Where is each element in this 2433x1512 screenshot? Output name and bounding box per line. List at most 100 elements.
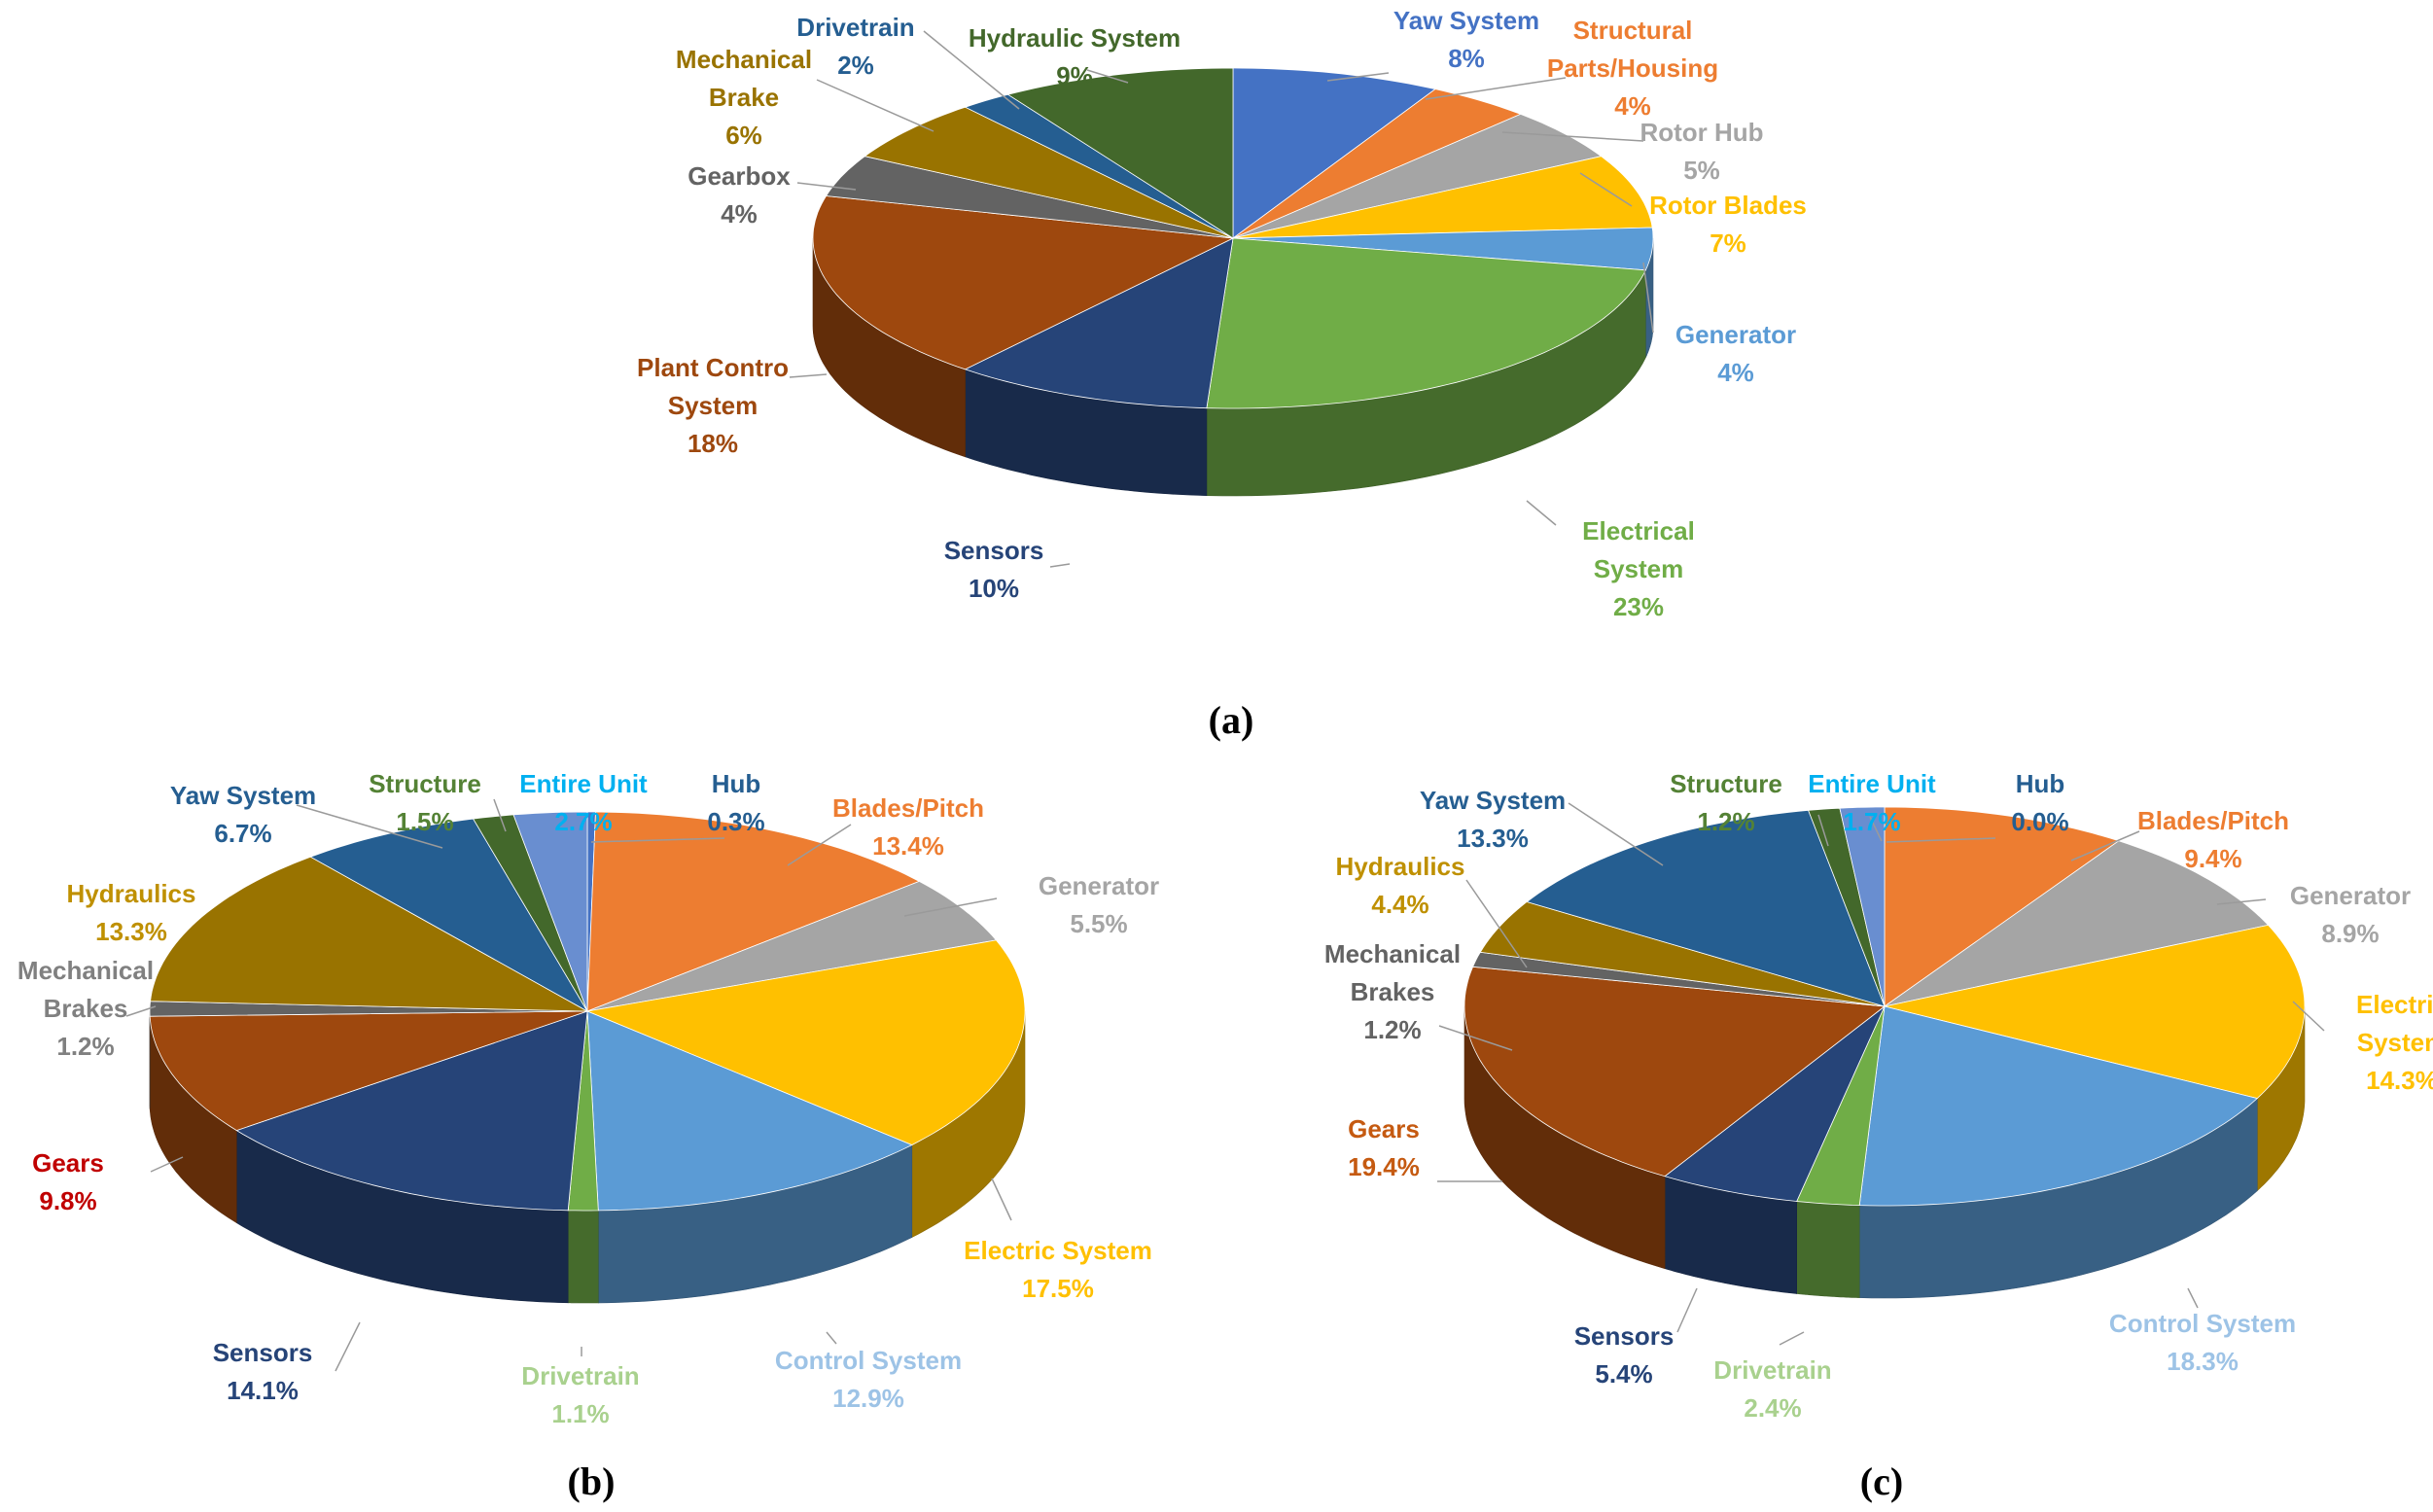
data-label-a-gearbox: Gearbox 4%: [688, 161, 791, 229]
pie-side-walls-b: [149, 1010, 1026, 1304]
slice-c-entire-unit: [1839, 806, 1886, 1007]
slice-a-mechanical-brake: [864, 106, 1234, 239]
leader-line-b-7: [150, 1156, 184, 1173]
data-label-b-structure: Structure 1.5%: [369, 769, 481, 836]
slice-b-yaw-system: [309, 818, 589, 1013]
data-label-c-entire-unit: Entire Unit 1.7%: [1808, 769, 1936, 836]
leader-line-c-4: [2187, 1287, 2199, 1309]
slice-b-blades-pitch: [586, 811, 921, 1012]
data-label-c-yaw-system: Yaw System 13.3%: [1420, 786, 1566, 853]
slice-c-sensors: [1664, 1005, 1886, 1202]
data-label-c-generator: Generator 8.9%: [2290, 881, 2411, 948]
slice-b-electric-system: [585, 939, 1026, 1145]
slice-a-plant-control-system: [812, 195, 1235, 370]
leader-line-c-8: [1438, 1025, 1513, 1051]
data-label-a-rotor-blades: Rotor Blades 7%: [1649, 191, 1807, 258]
caption-b: (b): [568, 1459, 616, 1503]
slice-c-hydraulics: [1479, 901, 1886, 1007]
data-label-b-generator: Generator 5.5%: [1039, 871, 1159, 938]
leader-lines-b: [125, 798, 1012, 1372]
slice-b-entire-unit: [512, 811, 588, 1012]
data-label-a-yaw-system: Yaw System 8%: [1393, 6, 1539, 73]
pie-chart-b: Hub 0.3% Blades/Pitch 13.4% Generator 5.5% Ele…: [18, 769, 1159, 1428]
data-label-b-mechanical-brakes: Mechanical Brakes 1.2%: [18, 956, 154, 1061]
data-label-c-hydraulics: Hydraulics 4.4%: [1336, 852, 1465, 919]
leader-line-a-7: [789, 373, 828, 378]
data-label-c-blades-pitch: Blades/Pitch 9.4%: [2137, 806, 2289, 873]
slice-a-structural-parts-housing: [1232, 88, 1522, 239]
slice-c-generator: [1884, 840, 2270, 1007]
data-label-b-electric-system: Electric System 17.5%: [964, 1236, 1152, 1303]
leader-line-a-5: [1526, 500, 1557, 526]
pie-top-c: [1463, 806, 2306, 1207]
leader-line-c-10: [1568, 802, 1664, 866]
leader-line-a-11: [1086, 69, 1129, 84]
data-label-c-gears: Gears 19.4%: [1348, 1114, 1420, 1181]
slice-a-yaw-system: [1232, 67, 1437, 239]
slice-a-rotor-hub: [1232, 113, 1603, 239]
data-label-c-sensors: Sensors 5.4%: [1574, 1321, 1675, 1389]
data-label-b-hydraulics: Hydraulics 13.3%: [67, 879, 196, 946]
pie-side-walls-c: [1463, 1005, 2306, 1299]
data-label-a-mechanical-brake: Mechanical Brake 6%: [676, 45, 812, 150]
pie-top-a: [812, 67, 1654, 409]
data-label-b-control-system: Control System 12.9%: [775, 1346, 962, 1413]
data-labels-a: Yaw System 8%Structural Parts/Housing 4%Rot…: [637, 6, 1807, 621]
leader-line-a-10: [923, 30, 1020, 110]
leader-line-a-8: [796, 182, 857, 191]
data-label-a-sensors: Sensors 10%: [944, 536, 1044, 603]
leader-line-c-1: [2070, 830, 2140, 861]
data-label-b-blades-pitch: Blades/Pitch 13.4%: [832, 793, 984, 861]
leader-line-c-9: [1465, 879, 1528, 968]
data-label-b-yaw-system: Yaw System 6.7%: [170, 781, 316, 848]
data-labels-b: Hub 0.3% Blades/Pitch 13.4% Generator 5.5% Ele…: [18, 769, 1159, 1428]
slice-c-blades-pitch: [1884, 806, 2120, 1007]
slice-a-rotor-blades: [1232, 156, 1653, 239]
leader-line-a-4: [1642, 262, 1654, 334]
leader-line-c-2: [2216, 898, 2267, 905]
slice-a-hydraulic-system: [1006, 67, 1234, 239]
pie-chart-a: Yaw System 8%Structural Parts/Housing 4%Rot…: [637, 6, 1807, 621]
leader-line-a-1: [1425, 77, 1567, 100]
data-label-a-hydraulic-system: Hydraulic System 9%: [969, 23, 1181, 90]
data-label-b-sensors: Sensors 14.1%: [213, 1338, 313, 1405]
leader-line-b-4: [826, 1331, 837, 1345]
slice-b-sensors: [235, 1010, 588, 1212]
leader-lines-c: [1437, 802, 2325, 1346]
leader-line-b-6: [335, 1321, 361, 1372]
data-label-c-hub: Hub 0.0%: [2011, 769, 2068, 836]
slice-b-control-system: [586, 1010, 913, 1212]
leader-line-b-11: [493, 798, 507, 832]
data-label-a-drivetrain: Drivetrain 2%: [796, 13, 914, 80]
leader-line-c-0: [1886, 837, 1996, 843]
leader-line-c-3: [2292, 1001, 2325, 1032]
slice-c-control-system: [1858, 1005, 2259, 1207]
data-label-b-gears: Gears 9.8%: [32, 1148, 104, 1215]
leader-line-b-1: [787, 824, 852, 866]
leader-line-a-3: [1579, 172, 1633, 207]
slice-a-generator: [1232, 227, 1654, 271]
side-b-drivetrain: [567, 1210, 599, 1304]
data-label-a-generator: Generator 4%: [1675, 320, 1796, 387]
leader-line-c-6: [1676, 1287, 1698, 1333]
data-label-a-structural-parts-housing: Structural Parts/Housing 4%: [1547, 16, 1718, 121]
data-label-a-rotor-hub: Rotor Hub 5%: [1640, 118, 1763, 185]
leader-line-b-10: [296, 804, 443, 849]
data-label-b-drivetrain: Drivetrain 1.1%: [521, 1361, 639, 1428]
leader-line-b-2: [903, 897, 998, 917]
data-label-a-plant-control-system: Plant Contro System 18%: [637, 353, 789, 458]
data-label-c-electric-system: ElectricSystem14.3%: [2356, 990, 2433, 1095]
leader-line-b-3: [991, 1178, 1012, 1221]
leader-line-a-6: [1049, 563, 1071, 568]
pie-side-walls-a: [812, 237, 1654, 497]
slice-c-yaw-system: [1526, 809, 1886, 1007]
slice-b-generator: [586, 880, 998, 1012]
leader-line-c-11: [1817, 814, 1829, 847]
pie-top-b: [149, 811, 1026, 1212]
leader-line-a-0: [1326, 72, 1390, 82]
leader-lines-a: [789, 30, 1654, 568]
leader-line-a-9: [816, 79, 934, 132]
data-label-c-control-system: Control System 18.3%: [2109, 1309, 2296, 1376]
pie-chart-c: Hub 0.0% Blades/Pitch 9.4%Generator 8.9% Elec…: [1324, 769, 2433, 1423]
